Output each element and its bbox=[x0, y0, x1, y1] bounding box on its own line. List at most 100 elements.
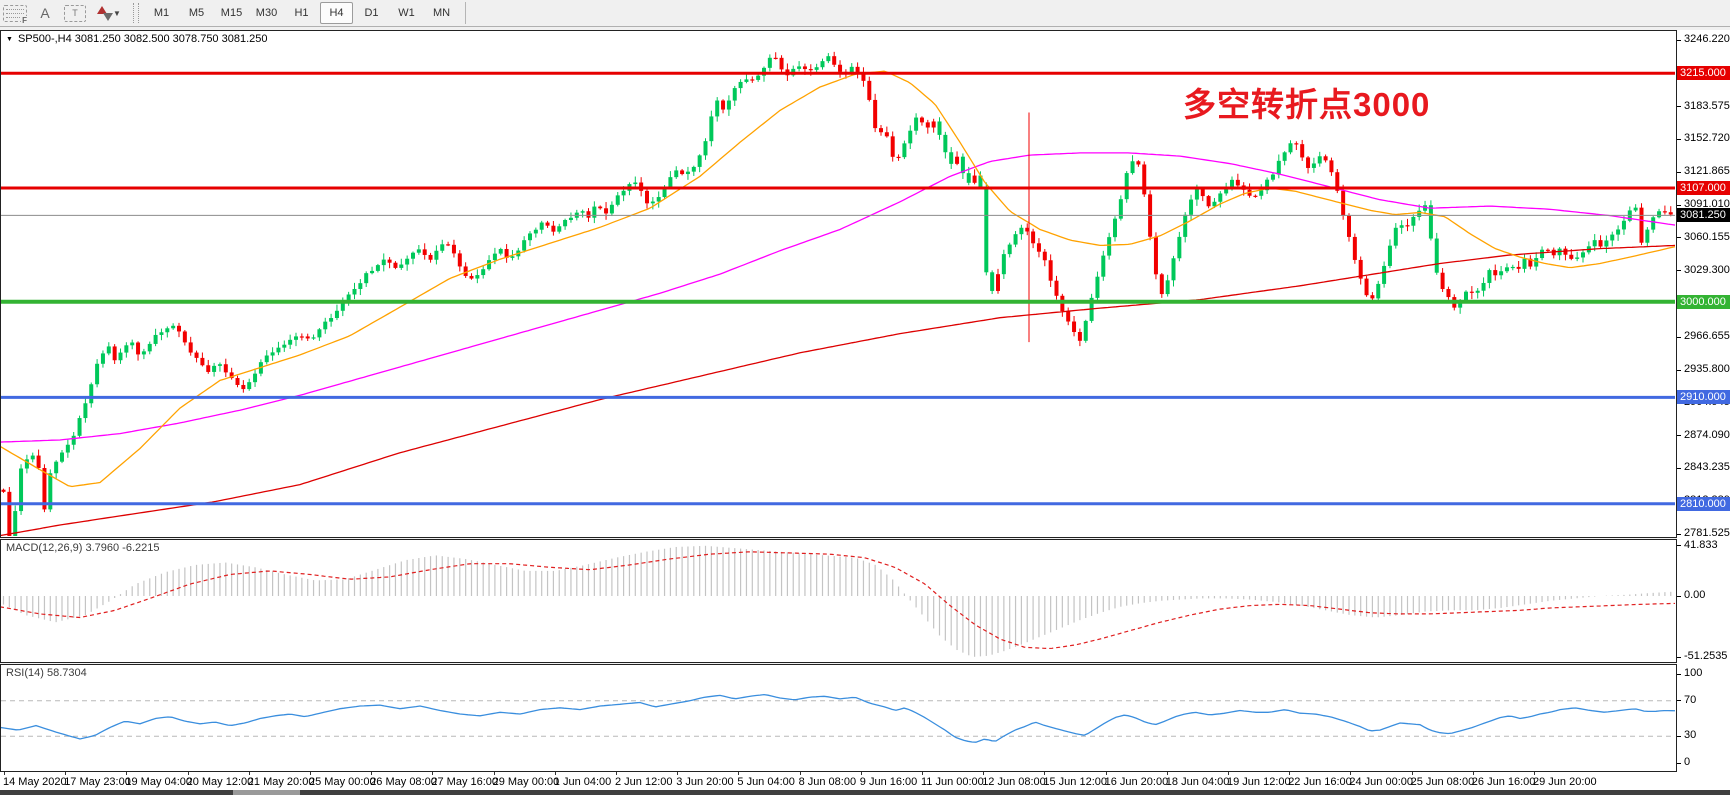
timeframe-button-w1[interactable]: W1 bbox=[398, 7, 415, 19]
date-label: 21 May 20:00 bbox=[247, 776, 315, 788]
date-label: 22 Jun 16:00 bbox=[1288, 776, 1352, 788]
macd-tick-mark bbox=[1677, 595, 1681, 597]
chart-title-text: SP500-,H4 3081.250 3082.500 3078.750 308… bbox=[17, 33, 268, 45]
price-line-badge-2810.000: 2810.000 bbox=[1677, 496, 1730, 511]
macd-panel[interactable] bbox=[0, 539, 1677, 663]
price-tick-label: 3060.155 bbox=[1684, 230, 1730, 243]
price-tick-mark bbox=[1677, 171, 1681, 173]
date-label: 5 Jun 04:00 bbox=[737, 776, 795, 788]
fibonacci-tool-button[interactable]: F bbox=[2, 3, 28, 25]
date-tick-mark bbox=[738, 772, 740, 775]
price-tick-mark bbox=[1677, 533, 1681, 535]
date-tick-mark bbox=[1411, 772, 1413, 775]
macd-tick-label: 0.00 bbox=[1684, 589, 1706, 601]
date-tick-mark bbox=[1105, 772, 1107, 775]
price-line-badge-3107.000: 3107.000 bbox=[1677, 181, 1730, 195]
date-label: 20 May 12:00 bbox=[186, 776, 254, 788]
date-label: 15 Jun 12:00 bbox=[1043, 776, 1108, 788]
timeframe-button-h1[interactable]: H1 bbox=[294, 7, 309, 19]
date-tick-mark bbox=[310, 772, 311, 775]
timeframe-button-m30[interactable]: M30 bbox=[255, 7, 278, 19]
timeframe-button-m15[interactable]: M15 bbox=[220, 7, 243, 19]
price-tick-mark bbox=[1677, 369, 1681, 371]
price-tick-mark bbox=[1677, 270, 1681, 272]
date-label: 29 May 00:00 bbox=[492, 776, 560, 788]
timeframe-button-mn[interactable]: MN bbox=[432, 7, 451, 19]
date-tick-mark bbox=[1044, 772, 1046, 775]
fibonacci-icon: F bbox=[3, 4, 27, 25]
date-tick-mark bbox=[126, 772, 128, 775]
price-tick-label: 3121.865 bbox=[1684, 165, 1730, 178]
price-tick-label: 3029.300 bbox=[1684, 263, 1730, 276]
date-label: 3 Jun 20:00 bbox=[676, 776, 734, 788]
date-tick-mark bbox=[432, 772, 434, 775]
date-label: 27 May 16:00 bbox=[431, 776, 499, 788]
date-label: 19 May 04:00 bbox=[125, 776, 193, 788]
date-tick-mark bbox=[1289, 772, 1291, 775]
date-label: 17 May 23:00 bbox=[64, 776, 131, 788]
date-tick-mark bbox=[1166, 772, 1168, 775]
date-label: 11 Jun 00:00 bbox=[921, 776, 984, 788]
timeframe-bar: M1 M5 M15 M30 H1 H4 D1 W1 MN bbox=[144, 2, 459, 24]
date-tick-mark bbox=[493, 772, 495, 775]
macd-tick-label: 41.833 bbox=[1684, 538, 1718, 551]
date-axis[interactable] bbox=[0, 772, 1730, 790]
date-tick-mark bbox=[616, 772, 617, 775]
date-tick-mark bbox=[4, 772, 5, 775]
date-tick-mark bbox=[922, 772, 923, 775]
timeframe-button-m1[interactable]: M1 bbox=[153, 7, 170, 19]
macd-label: MACD(12,26,9) 3.7960 -6.2215 bbox=[6, 542, 160, 554]
price-tick-label: 2874.090 bbox=[1684, 428, 1730, 441]
date-label: 26 Jun 16:00 bbox=[1471, 776, 1536, 788]
date-tick-mark bbox=[1534, 772, 1535, 775]
text-icon: A bbox=[40, 5, 50, 21]
rsi-tick-mark bbox=[1677, 700, 1681, 702]
date-label: 24 Jun 00:00 bbox=[1349, 776, 1414, 788]
rsi-tick-label: 30 bbox=[1684, 729, 1697, 742]
timeframe-button-d1[interactable]: D1 bbox=[364, 7, 379, 19]
toolbar-grip[interactable] bbox=[133, 3, 139, 23]
macd-tick-mark bbox=[1677, 656, 1681, 658]
timeframe-button-m5[interactable]: M5 bbox=[188, 7, 205, 19]
rsi-label: RSI(14) 58.7304 bbox=[6, 667, 87, 679]
text-tool-button[interactable]: A bbox=[32, 3, 58, 23]
date-tick-mark bbox=[187, 772, 189, 775]
price-tick-label: 2781.525 bbox=[1684, 527, 1730, 540]
date-label: 8 Jun 08:00 bbox=[798, 776, 857, 788]
arrows-icon bbox=[94, 4, 116, 22]
rsi-tick-mark bbox=[1677, 735, 1681, 737]
date-tick-mark bbox=[983, 772, 985, 775]
date-label: 1 Jun 04:00 bbox=[553, 776, 612, 788]
toolbar: F A T ▼ M1 M5 M15 M30 H1 H4 D1 W1 MN bbox=[0, 0, 1730, 27]
date-label: 2 Jun 12:00 bbox=[615, 776, 673, 788]
date-tick-mark bbox=[371, 772, 373, 775]
annotation-text[interactable]: 多空转折点3000 bbox=[1183, 86, 1431, 123]
chart-collapse-icon[interactable]: ▼ bbox=[6, 35, 13, 43]
price-tick-mark bbox=[1677, 467, 1681, 469]
rsi-tick-label: 0 bbox=[1684, 756, 1691, 768]
timeframe-button-h4[interactable]: H4 bbox=[320, 2, 353, 24]
price-tick-mark bbox=[1677, 336, 1681, 338]
macd-tick-label: -51.2535 bbox=[1684, 650, 1728, 663]
date-tick-mark bbox=[1472, 772, 1474, 775]
arrow-objects-button[interactable]: ▼ bbox=[92, 3, 126, 23]
price-line-badge-3215.000: 3215.000 bbox=[1677, 66, 1730, 81]
date-label: 29 Jun 20:00 bbox=[1533, 776, 1597, 788]
price-tick-label: 2966.655 bbox=[1684, 330, 1730, 343]
date-tick-mark bbox=[248, 772, 250, 775]
price-tick-mark bbox=[1677, 204, 1681, 206]
date-tick-mark bbox=[677, 772, 679, 775]
macd-tick-mark bbox=[1677, 545, 1681, 547]
rsi-tick-label: 100 bbox=[1684, 667, 1703, 679]
rsi-tick-mark bbox=[1677, 762, 1681, 764]
rsi-panel[interactable] bbox=[0, 664, 1677, 772]
label-tool-button[interactable]: T bbox=[62, 3, 88, 23]
date-tick-mark bbox=[799, 772, 801, 775]
date-label: 12 Jun 08:00 bbox=[982, 776, 1046, 788]
date-label: 9 Jun 16:00 bbox=[859, 776, 918, 788]
price-tick-label: 2935.800 bbox=[1684, 363, 1730, 375]
date-label: 25 Jun 08:00 bbox=[1410, 776, 1475, 788]
price-tick-label: 3246.220 bbox=[1684, 33, 1730, 45]
chart-title: ▼ SP500-,H4 3081.250 3082.500 3078.750 3… bbox=[6, 33, 268, 45]
date-label: 25 May 00:00 bbox=[309, 776, 376, 788]
